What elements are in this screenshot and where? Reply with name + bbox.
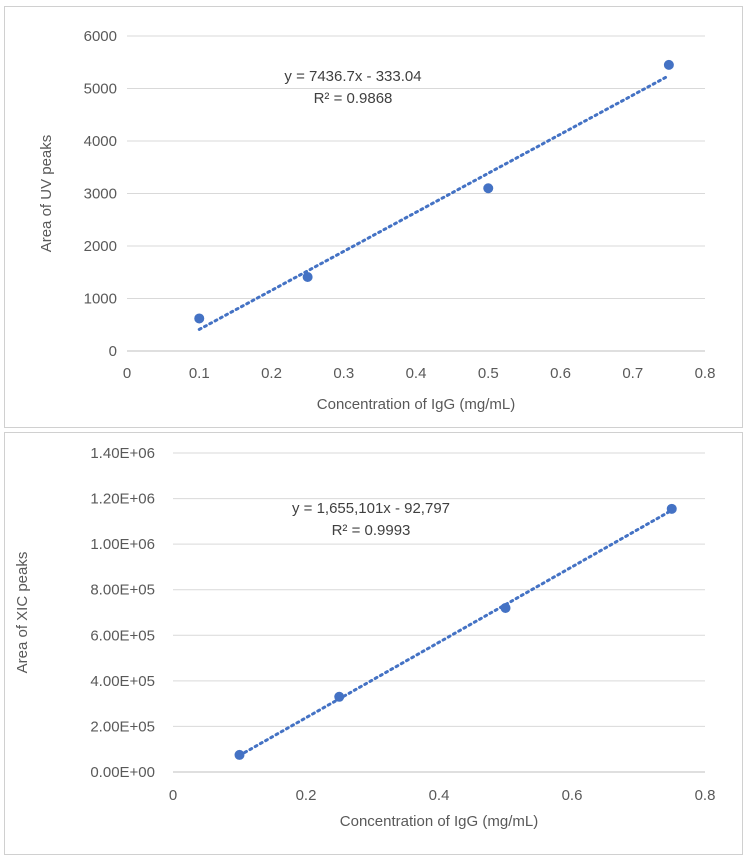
data-point xyxy=(302,271,313,282)
x-tick-label: 0.8 xyxy=(695,365,716,382)
y-axis-title: Area of UV peaks xyxy=(38,135,55,253)
y-tick-label: 8.00E+05 xyxy=(90,582,155,599)
x-tick-label: 0 xyxy=(123,365,131,382)
x-tick-label: 0.5 xyxy=(478,365,499,382)
y-tick-label: 1.40E+06 xyxy=(90,445,155,462)
data-point xyxy=(483,183,494,194)
y-tick-label: 0 xyxy=(109,343,117,360)
r-squared-label: R² = 0.9993 xyxy=(332,522,411,539)
uv-chart-panel: 0 1000 2000 3000 4000 5000 6000 0 0.1 0.2 0.3 0.4 0.… xyxy=(4,6,743,428)
x-tick-label: 0.6 xyxy=(562,787,583,804)
y-tick-label: 6.00E+05 xyxy=(90,627,155,644)
y-axis-title: Area of XIC peaks xyxy=(14,552,31,674)
y-tick-label: 2000 xyxy=(84,238,117,255)
data-point xyxy=(234,749,245,760)
y-tick-label: 5000 xyxy=(84,81,117,98)
x-tick-label: 0.7 xyxy=(622,365,643,382)
uv-chart: 0 1000 2000 3000 4000 5000 6000 0 0.1 0.2 0.3 0.4 0.… xyxy=(38,28,716,413)
x-axis-title: Concentration of IgG (mg/mL) xyxy=(317,396,515,413)
x-tick-label: 0.4 xyxy=(406,365,427,382)
xic-chart-panel: 0.00E+00 2.00E+05 4.00E+05 6.00E+05 8.00E+05… xyxy=(4,432,743,855)
y-tick-label: 2.00E+05 xyxy=(90,718,155,735)
data-point xyxy=(500,602,511,613)
x-tick-label: 0.2 xyxy=(296,787,317,804)
y-tick-label: 1000 xyxy=(84,291,117,308)
x-tick-label: 0.3 xyxy=(333,365,354,382)
trendline-equation: y = 7436.7x - 333.04 xyxy=(284,68,421,85)
trendline xyxy=(238,508,674,757)
data-point xyxy=(663,59,674,70)
trendline xyxy=(197,74,671,331)
xic-chart: 0.00E+00 2.00E+05 4.00E+05 6.00E+05 8.00E+05… xyxy=(14,445,716,830)
x-tick-label: 0.1 xyxy=(189,365,210,382)
y-tick-label: 4.00E+05 xyxy=(90,673,155,690)
data-point xyxy=(334,691,345,702)
y-tick-label: 1.00E+06 xyxy=(90,536,155,553)
y-tick-label: 4000 xyxy=(84,133,117,150)
x-tick-label: 0.2 xyxy=(261,365,282,382)
data-point xyxy=(666,503,677,514)
x-tick-label: 0.4 xyxy=(429,787,450,804)
x-axis-title: Concentration of IgG (mg/mL) xyxy=(340,813,538,830)
y-tick-label: 3000 xyxy=(84,186,117,203)
x-tick-label: 0 xyxy=(169,787,177,804)
y-tick-label: 1.20E+06 xyxy=(90,491,155,508)
x-tick-label: 0.8 xyxy=(695,787,716,804)
x-tick-label: 0.6 xyxy=(550,365,571,382)
y-tick-label: 6000 xyxy=(84,28,117,45)
r-squared-label: R² = 0.9868 xyxy=(314,90,393,107)
y-tick-label: 0.00E+00 xyxy=(90,764,155,781)
trendline-equation: y = 1,655,101x - 92,797 xyxy=(292,500,450,517)
data-point xyxy=(194,313,205,324)
